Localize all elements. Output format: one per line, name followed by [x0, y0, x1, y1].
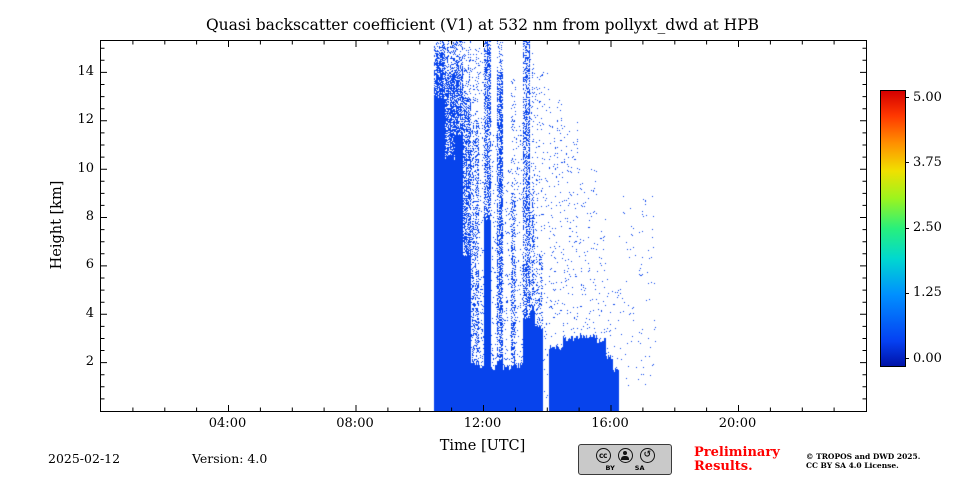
colorbar-gradient — [880, 90, 906, 367]
version-label: Version: 4.0 — [192, 451, 268, 466]
copyright-note: © TROPOS and DWD 2025. CC BY SA 4.0 Lice… — [806, 452, 920, 470]
preliminary-results-note: Preliminary Results. — [694, 446, 780, 474]
colorbar-tick-mark — [905, 97, 909, 98]
colorbar-tick-mark — [905, 292, 909, 294]
y-tick-label: 12 — [77, 112, 94, 128]
colorbar-tick-label: 3.75 — [913, 154, 942, 170]
colorbar-tick-label: 1.25 — [913, 285, 942, 301]
colorbar-tick-label: 2.50 — [913, 220, 942, 235]
cc-by-label: BY — [605, 463, 615, 472]
cc-badge-labels: BY SA — [605, 464, 644, 472]
y-tick-label: 6 — [85, 257, 94, 273]
colorbar-tick-label: 5.00 — [913, 89, 942, 105]
date-label: 2025-02-12 — [48, 451, 121, 466]
axis-tick-marks — [101, 41, 866, 411]
colorbar-tick-mark — [905, 162, 909, 164]
cc-sa-label: SA — [634, 463, 645, 472]
x-tick-label: 08:00 — [336, 416, 374, 431]
y-tick-label: 2 — [85, 354, 94, 370]
x-tick-label: 16:00 — [591, 416, 629, 431]
y-tick-label: 10 — [77, 160, 94, 176]
colorbar-tick-mark — [905, 227, 909, 229]
cc-sa-icon: ↺ — [639, 447, 655, 463]
x-tick-label: 12:00 — [463, 416, 502, 431]
colorbar-tick-mark — [905, 358, 909, 359]
person-body-icon — [621, 455, 629, 460]
x-tick-label: 04:00 — [208, 416, 247, 431]
preliminary-line2: Results. — [694, 459, 753, 474]
x-tick-label: 20:00 — [718, 416, 757, 431]
chart-title: Quasi backscatter coefficient (V1) at 53… — [205, 16, 760, 34]
copyright-line1: © TROPOS and DWD 2025. — [806, 452, 921, 461]
x-axis-label: Time [UTC] — [439, 438, 526, 454]
plot-area — [100, 40, 867, 412]
cc-by-sa-badge: cc ↺ BY SA — [578, 444, 672, 475]
copyright-line2: CC BY SA 4.0 License. — [806, 461, 899, 470]
heatmap-canvas — [101, 41, 866, 411]
cc-badge-icons: cc ↺ — [595, 447, 655, 463]
y-tick-label: 4 — [85, 305, 94, 321]
y-tick-label: 14 — [77, 63, 94, 79]
cc-by-person-icon — [617, 447, 633, 463]
person-head-icon — [623, 450, 627, 455]
colorbar-tick-label: 0.00 — [913, 350, 942, 366]
cc-icon: cc — [595, 447, 611, 463]
preliminary-line1: Preliminary — [694, 445, 780, 460]
y-tick-label: 8 — [85, 209, 94, 225]
